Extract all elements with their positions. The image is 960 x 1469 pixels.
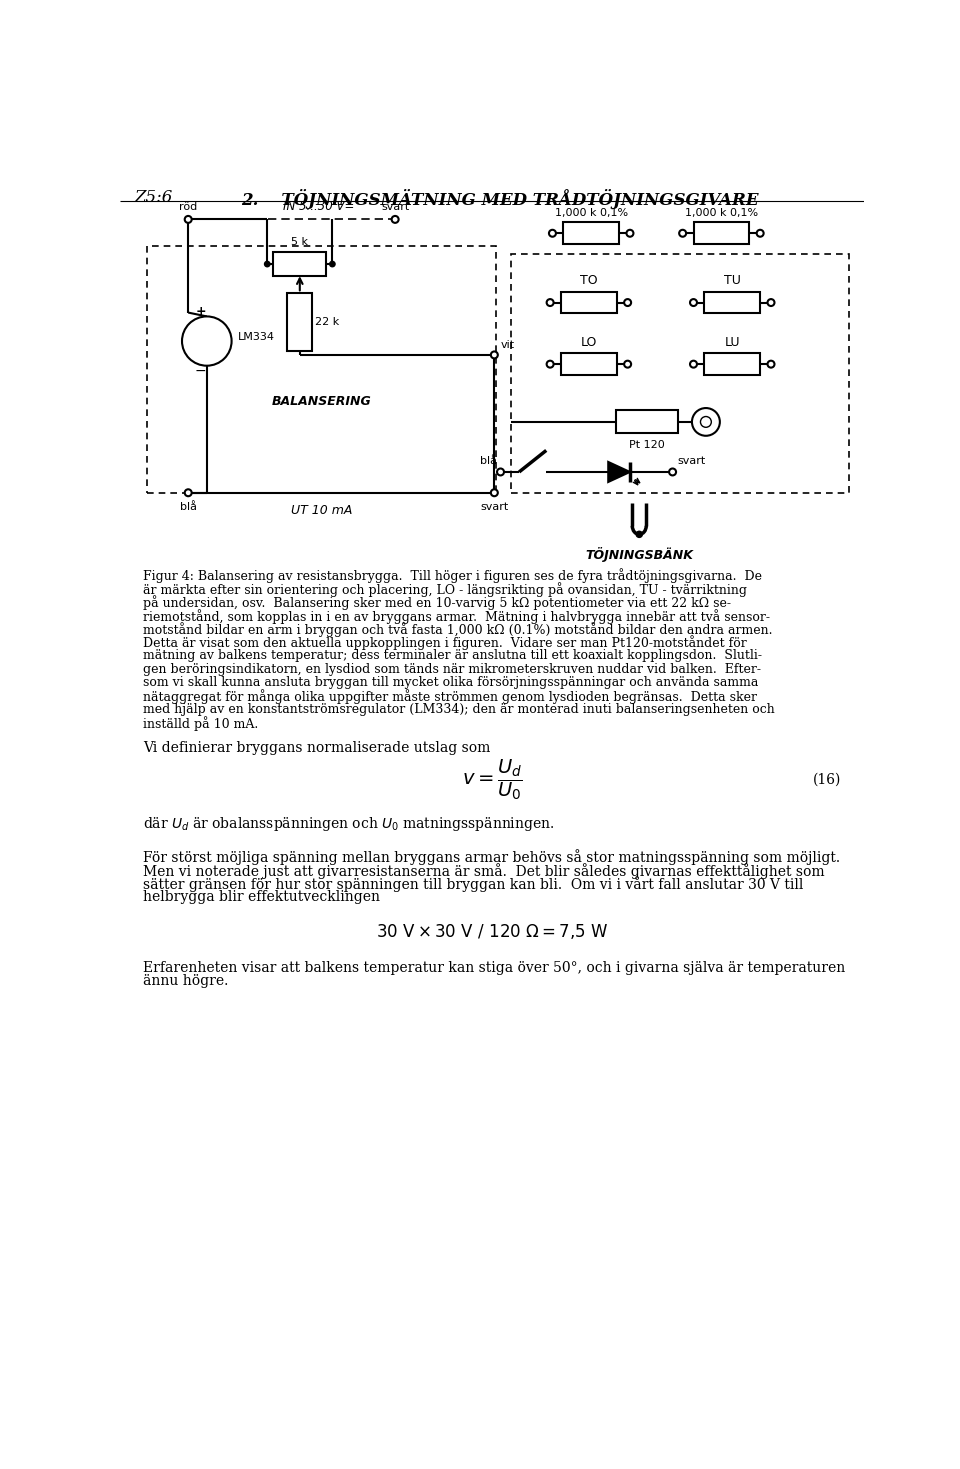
Circle shape (184, 489, 192, 497)
Circle shape (497, 469, 504, 476)
Text: inställd på 10 mA.: inställd på 10 mA. (143, 717, 258, 732)
Bar (705, 292, 760, 313)
Circle shape (491, 489, 498, 497)
Circle shape (756, 229, 763, 237)
Circle shape (679, 229, 686, 237)
Text: helbrygga blir effektutvecklingen: helbrygga blir effektutvecklingen (143, 890, 380, 903)
Circle shape (669, 469, 676, 476)
Text: TO: TO (580, 275, 598, 286)
Text: svart: svart (381, 203, 409, 213)
Bar (616, 410, 678, 433)
Text: vit: vit (500, 341, 515, 350)
Text: 22 k: 22 k (315, 317, 340, 326)
Text: som vi skall kunna ansluta bryggan till mycket olika försörjningsspänningar och : som vi skall kunna ansluta bryggan till … (143, 676, 758, 689)
Text: $v = \dfrac{U_d}{U_0}$: $v = \dfrac{U_d}{U_0}$ (462, 758, 522, 802)
Text: på undersidan, osv.  Balansering sker med en 10-varvig 5 kΩ potentiometer via et: på undersidan, osv. Balansering sker med… (143, 595, 732, 610)
Bar (274, 251, 326, 276)
Text: ännu högre.: ännu högre. (143, 974, 228, 989)
Text: Detta är visat som den aktuella uppkopplingen i figuren.  Vidare ser man Pt120-m: Detta är visat som den aktuella uppkoppl… (143, 636, 747, 651)
Text: mätning av balkens temperatur; dess terminaler är anslutna till ett koaxialt kop: mätning av balkens temperatur; dess term… (143, 649, 762, 663)
Text: svart: svart (677, 455, 706, 466)
Text: är märkta efter sin orientering och placering, LO - längsrikting på ovansidan, T: är märkta efter sin orientering och plac… (143, 582, 747, 596)
Text: Figur 4: Balansering av resistansbrygga.  Till höger i figuren ses de fyra trådt: Figur 4: Balansering av resistansbrygga.… (143, 569, 762, 583)
Circle shape (549, 229, 556, 237)
Bar (147, 247, 496, 492)
Circle shape (767, 361, 775, 367)
Text: LO: LO (581, 336, 597, 348)
Text: med hjälp av en konstantströmsregulator (LM334); den är monterad inuti balanseri: med hjälp av en konstantströmsregulator … (143, 704, 775, 715)
Text: sätter gränsen för hur stor spänningen till bryggan kan bli.  Om vi i vårt fall : sätter gränsen för hur stor spänningen t… (143, 876, 804, 892)
Circle shape (546, 361, 554, 367)
Text: 2.    TÖJNINGSMÄTNING MED TRÅDTÖJNINGSGIVARE: 2. TÖJNINGSMÄTNING MED TRÅDTÖJNINGSGIVAR… (241, 190, 758, 210)
Text: DC: DC (199, 329, 215, 338)
Text: där $U_d$ är obalansspänningen och $U_0$ matningsspänningen.: där $U_d$ är obalansspänningen och $U_0$… (143, 815, 555, 833)
Circle shape (265, 261, 270, 267)
Text: (16): (16) (812, 773, 841, 787)
Bar (287, 294, 312, 351)
Circle shape (624, 361, 631, 367)
Text: blå: blå (180, 502, 197, 513)
Text: motstånd bildar en arm i bryggan och två fasta 1,000 kΩ (0.1%) motstånd bildar d: motstånd bildar en arm i bryggan och två… (143, 621, 773, 638)
Text: $30\ \mathrm{V} \times 30\ \mathrm{V}\ /\ 120\ \Omega = 7{,}5\ \mathrm{W}$: $30\ \mathrm{V} \times 30\ \mathrm{V}\ /… (375, 923, 609, 942)
Text: Vi definierar bryggans normaliserade utslag som: Vi definierar bryggans normaliserade uts… (143, 742, 491, 755)
Text: −: − (195, 364, 206, 378)
Bar (564, 222, 619, 244)
Circle shape (690, 361, 697, 367)
Text: blå: blå (480, 455, 496, 466)
Text: +: + (195, 304, 205, 317)
Text: TÖJNINGSBÄNK: TÖJNINGSBÄNK (586, 546, 693, 561)
Circle shape (690, 300, 697, 306)
Circle shape (636, 532, 642, 538)
Text: Z5:6: Z5:6 (134, 190, 173, 206)
Text: 1,000 k 0,1%: 1,000 k 0,1% (555, 207, 628, 217)
Text: 5 k: 5 k (291, 237, 308, 247)
Bar (561, 292, 616, 313)
Circle shape (329, 261, 335, 267)
Text: 1,000 k 0,1%: 1,000 k 0,1% (684, 207, 758, 217)
Text: nätaggregat för många olika uppgifter måste strömmen genom lysdioden begränsas. : nätaggregat för många olika uppgifter må… (143, 689, 757, 704)
Circle shape (182, 316, 231, 366)
Text: BALANSERING: BALANSERING (272, 395, 372, 408)
Text: svart: svart (480, 502, 509, 513)
Circle shape (627, 229, 634, 237)
Text: Erfarenheten visar att balkens temperatur kan stiga över 50°, och i givarna själ: Erfarenheten visar att balkens temperatu… (143, 961, 846, 975)
Circle shape (491, 351, 498, 358)
Circle shape (701, 417, 711, 427)
Polygon shape (609, 461, 630, 482)
Circle shape (692, 408, 720, 436)
Bar (512, 254, 849, 492)
Text: 10 mA: 10 mA (191, 341, 223, 351)
Text: UT 10 mA: UT 10 mA (291, 504, 352, 517)
Text: röd: röd (180, 203, 198, 213)
Circle shape (767, 300, 775, 306)
Text: gen beröringsindikatorn, en lysdiod som tänds när mikrometerskruven nuddar vid b: gen beröringsindikatorn, en lysdiod som … (143, 663, 761, 676)
Text: IN 5...30 V=: IN 5...30 V= (283, 200, 354, 213)
Circle shape (184, 216, 192, 223)
Text: LM334: LM334 (238, 332, 275, 342)
Text: LU: LU (725, 336, 740, 348)
Bar (693, 222, 750, 244)
Text: TU: TU (724, 275, 741, 286)
Text: Men vi noterade just att givarresistanserna är små.  Det blir således givarnas e: Men vi noterade just att givarresistanse… (143, 862, 825, 878)
Circle shape (392, 216, 398, 223)
Text: Pt 120: Pt 120 (629, 439, 665, 450)
Text: För störst möjliga spänning mellan bryggans armar behövs så stor matningsspännin: För störst möjliga spänning mellan brygg… (143, 849, 840, 865)
Circle shape (624, 300, 631, 306)
Bar (561, 354, 616, 375)
Circle shape (546, 300, 554, 306)
Bar (705, 354, 760, 375)
Text: riemotstånd, som kopplas in i en av bryggans armar.  Mätning i halvbrygga innebä: riemotstånd, som kopplas in i en av bryg… (143, 608, 770, 623)
